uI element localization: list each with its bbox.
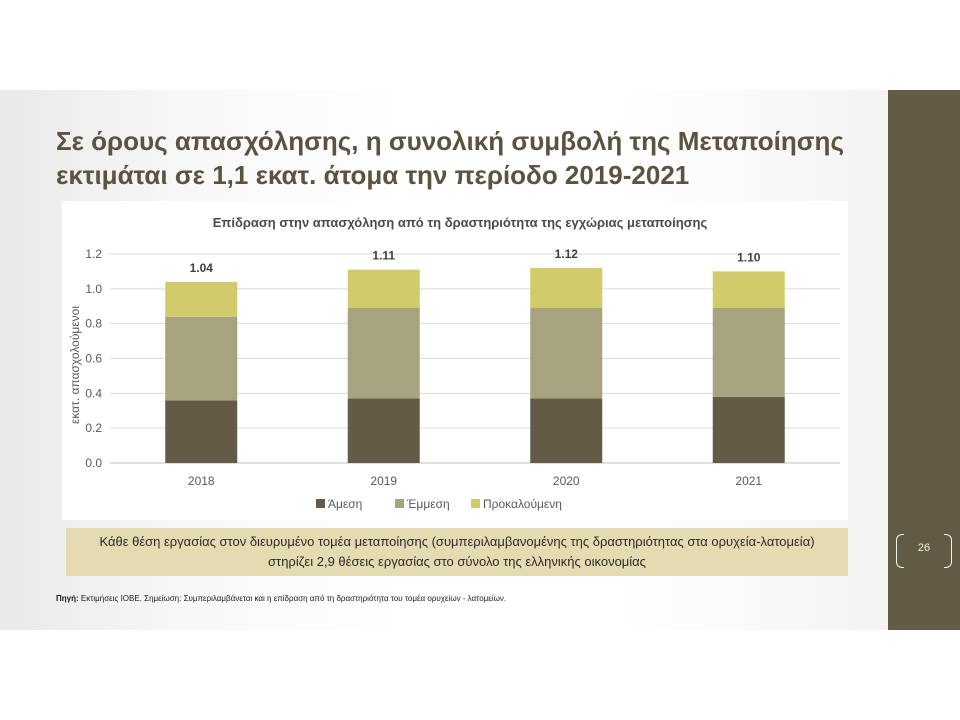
y-tick-label: 1.2 [85, 247, 102, 261]
legend-swatch [395, 499, 404, 508]
bar-segment [530, 398, 603, 463]
bar-segment [712, 396, 785, 463]
slide-title: Σε όρους απασχόλησης, η συνολική συμβολή… [56, 126, 844, 190]
y-tick-label: 0.4 [85, 386, 102, 400]
bar-segment [347, 398, 420, 463]
y-tick-label: 0.2 [85, 421, 102, 435]
bar-segment [165, 281, 238, 317]
total-label: 1.04 [190, 261, 214, 275]
bar-segment [712, 307, 785, 397]
side-decor-band [888, 90, 960, 630]
bar-segment [712, 271, 785, 308]
total-label: 1.12 [555, 247, 579, 261]
legend-label: Προκαλούμενη [483, 497, 562, 511]
legend: Άμεση Έμμεση Προκαλούμενη [316, 497, 562, 511]
footnote-label: Πηγή: [56, 594, 79, 603]
bar-segment [347, 307, 420, 399]
chart-title: Επίδραση στην απασχόληση από τη δραστηρι… [213, 215, 708, 230]
highlight-box: Κάθε θέση εργασίας στον διευρυμένο τομέα… [66, 528, 848, 576]
page-number-badge: 26 [896, 534, 952, 568]
stacked-bar-chart: Επίδραση στην απασχόληση από τη δραστηρι… [68, 215, 840, 511]
total-labels: 1.04 1.11 1.12 1.10 [190, 247, 761, 275]
page-number: 26 [917, 542, 931, 554]
x-tick-label: 2018 [188, 474, 215, 488]
y-tick-label: 1.0 [85, 282, 102, 296]
legend-swatch [471, 499, 480, 508]
x-axis-ticks: 2018 2019 2020 2021 [188, 474, 763, 488]
x-tick-label: 2020 [553, 474, 580, 488]
total-label: 1.10 [737, 250, 761, 264]
y-axis-ticks: 0.0 0.2 0.4 0.6 0.8 1.0 1.2 [85, 247, 102, 470]
legend-label: Άμεση [328, 497, 362, 511]
legend-swatch [316, 499, 325, 508]
chart-area: Επίδραση στην απασχόληση από τη δραστηρι… [62, 201, 848, 520]
x-tick-label: 2021 [735, 474, 762, 488]
y-axis-label: εκατ. απασχολούμενοι [68, 306, 82, 424]
y-tick-label: 0.0 [85, 456, 102, 470]
x-tick-label: 2019 [370, 474, 397, 488]
bar-segment [165, 400, 238, 463]
y-tick-label: 0.6 [85, 352, 102, 366]
bar-segment [165, 316, 238, 401]
footnote: Πηγή: Εκτιμήσεις ΙΟΒΕ. Σημείωση: Συμπερι… [56, 594, 876, 603]
y-tick-label: 0.8 [85, 317, 102, 331]
bars [165, 267, 785, 463]
total-label: 1.11 [372, 249, 395, 263]
bar-segment [347, 269, 420, 308]
legend-label: Έμμεση [406, 497, 450, 511]
bar-segment [530, 267, 603, 308]
bar-segment [530, 307, 603, 399]
highlight-text: Κάθε θέση εργασίας στον διευρυμένο τομέα… [99, 534, 815, 569]
footnote-text: Εκτιμήσεις ΙΟΒΕ. Σημείωση: Συμπεριλαμβάν… [78, 594, 507, 603]
